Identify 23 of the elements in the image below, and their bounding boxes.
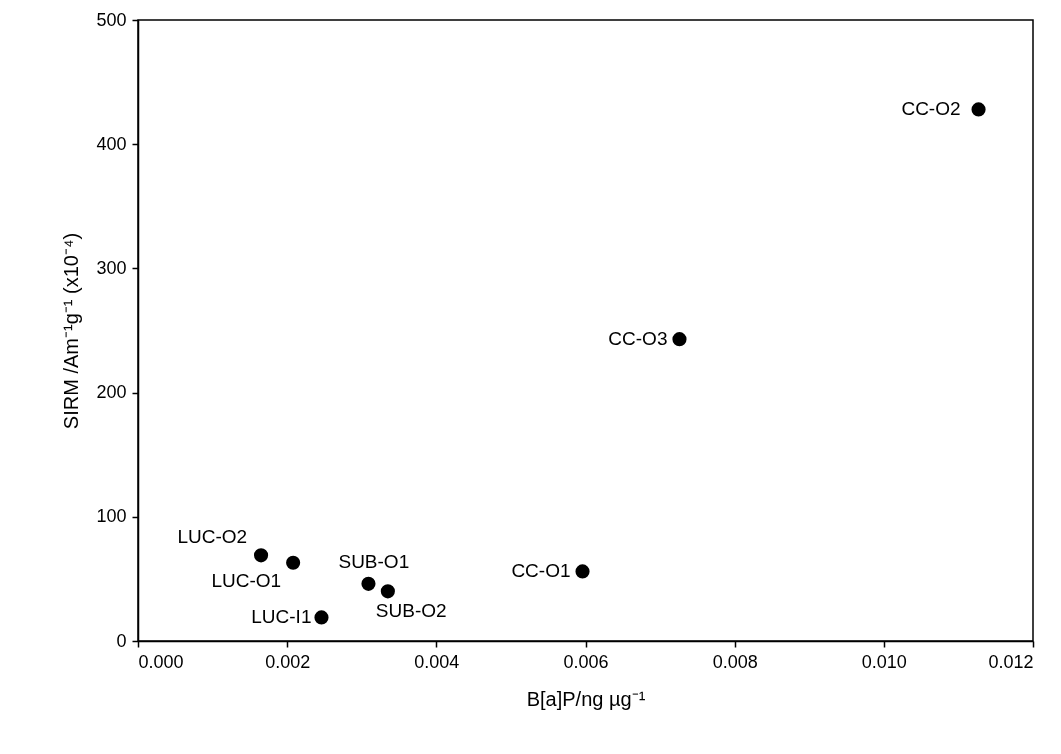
y-axis-title: SIRM /Am⁻¹g⁻¹ (x10⁻⁴)	[60, 232, 83, 430]
x-tick-label: 0.002	[265, 651, 311, 672]
x-tick-label: 0.004	[414, 651, 460, 672]
annotation: LUC-O1	[211, 569, 282, 591]
annotation: SUB-O2	[375, 600, 447, 622]
annotation: CC-O1	[511, 560, 571, 582]
x-tick-label: 0.010	[861, 651, 907, 672]
x-tick-label: 0.008	[712, 651, 758, 672]
y-tick-label: 0	[116, 630, 127, 651]
annotation: LUC-O2	[177, 526, 248, 548]
annotation: CC-O3	[608, 328, 668, 350]
x-tick-label: 0.006	[563, 651, 609, 672]
annotation: SUB-O1	[338, 550, 410, 572]
y-tick-label: 300	[96, 257, 127, 278]
y-tick-label: 100	[96, 506, 127, 527]
x-tick-label: 0.000	[138, 651, 184, 672]
y-tick-label: 500	[96, 9, 127, 30]
y-tick-label: 200	[96, 382, 127, 403]
x-axis-title: B[a]P/ng µg⁻¹	[526, 687, 646, 710]
x-tick-label: 0.012	[988, 651, 1034, 672]
y-tick-label: 400	[96, 133, 127, 154]
annotation: CC-O2	[901, 98, 961, 120]
annotation: LUC-I1	[251, 606, 312, 628]
